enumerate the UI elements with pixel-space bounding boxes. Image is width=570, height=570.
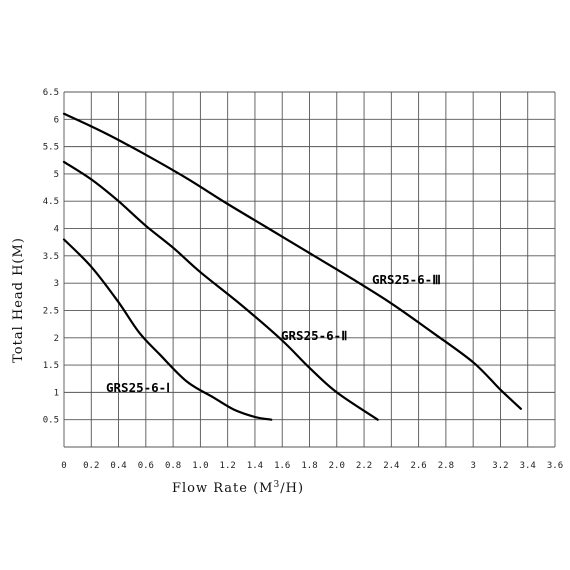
y-tick-label: 0.5: [43, 416, 59, 426]
x-tick-label: 2.6: [410, 461, 426, 471]
series-label-grs25-6-iii: GRS25-6-Ⅲ: [372, 272, 441, 287]
y-tick-label: 6.5: [43, 88, 59, 98]
y-axis-title: Total Head H(M): [11, 237, 26, 363]
x-tick-label: 0.8: [165, 461, 181, 471]
y-tick-label: 6: [54, 115, 59, 125]
series-label-grs25-6-i: GRS25-6-Ⅰ: [106, 380, 170, 395]
x-tick-label: 1.0: [192, 461, 208, 471]
y-tick-label: 4: [54, 225, 59, 235]
curve-grs25-6-iii: [62, 112, 522, 410]
y-tick-label: 2.5: [43, 306, 59, 316]
x-tick-label: 3: [470, 461, 475, 471]
x-tick-label: 1.2: [220, 461, 236, 471]
x-tick-label: 2.2: [356, 461, 372, 471]
y-tick-label: 4.5: [43, 197, 59, 207]
x-tick-label: 0.4: [110, 461, 126, 471]
curve-grs25-6-ii: [62, 160, 379, 421]
x-tick-label: 1.6: [274, 461, 290, 471]
x-tick-label: 0.2: [83, 461, 99, 471]
x-tick-label: 2.4: [383, 461, 399, 471]
y-tick-label: 5.5: [43, 143, 59, 153]
performance-curves: [62, 112, 522, 421]
x-tick-label: 3.6: [547, 461, 563, 471]
y-tick-label: 2: [54, 334, 59, 344]
x-tick-label: 1.4: [247, 461, 263, 471]
y-tick-label: 3: [54, 279, 59, 289]
series-labels: GRS25-6-Ⅰ GRS25-6-Ⅱ GRS25-6-Ⅲ: [106, 272, 441, 395]
series-label-grs25-6-ii: GRS25-6-Ⅱ: [281, 328, 347, 343]
y-tick-label: 1: [54, 388, 59, 398]
x-tick-label: 0: [61, 461, 66, 471]
y-tick-label: 1.5: [43, 361, 59, 371]
y-tick-label: 5: [54, 170, 59, 180]
curve-grs25-6-i: [62, 238, 273, 421]
x-axis-title: Flow Rate (M3/H): [172, 480, 304, 496]
x-tick-label: 3.2: [492, 461, 508, 471]
y-tick-label: 3.5: [43, 252, 59, 262]
x-tick-label: 1.8: [301, 461, 317, 471]
chart-grid: [63, 91, 556, 448]
x-tick-label: 2.0: [329, 461, 345, 471]
x-axis-ticks: 0 0.2 0.4 0.6 0.8 1.0 1.2 1.4 1.6 1.8 2.0 2.2 2.4 2.6…: [61, 461, 563, 471]
y-axis-ticks: 0.5 1 1.5 2 2.5 3 3.5 4 4.5 5 5.5 6 6.5: [43, 88, 59, 426]
x-tick-label: 3.4: [520, 461, 536, 471]
x-tick-label: 0.6: [138, 461, 154, 471]
x-tick-label: 2.8: [438, 461, 454, 471]
